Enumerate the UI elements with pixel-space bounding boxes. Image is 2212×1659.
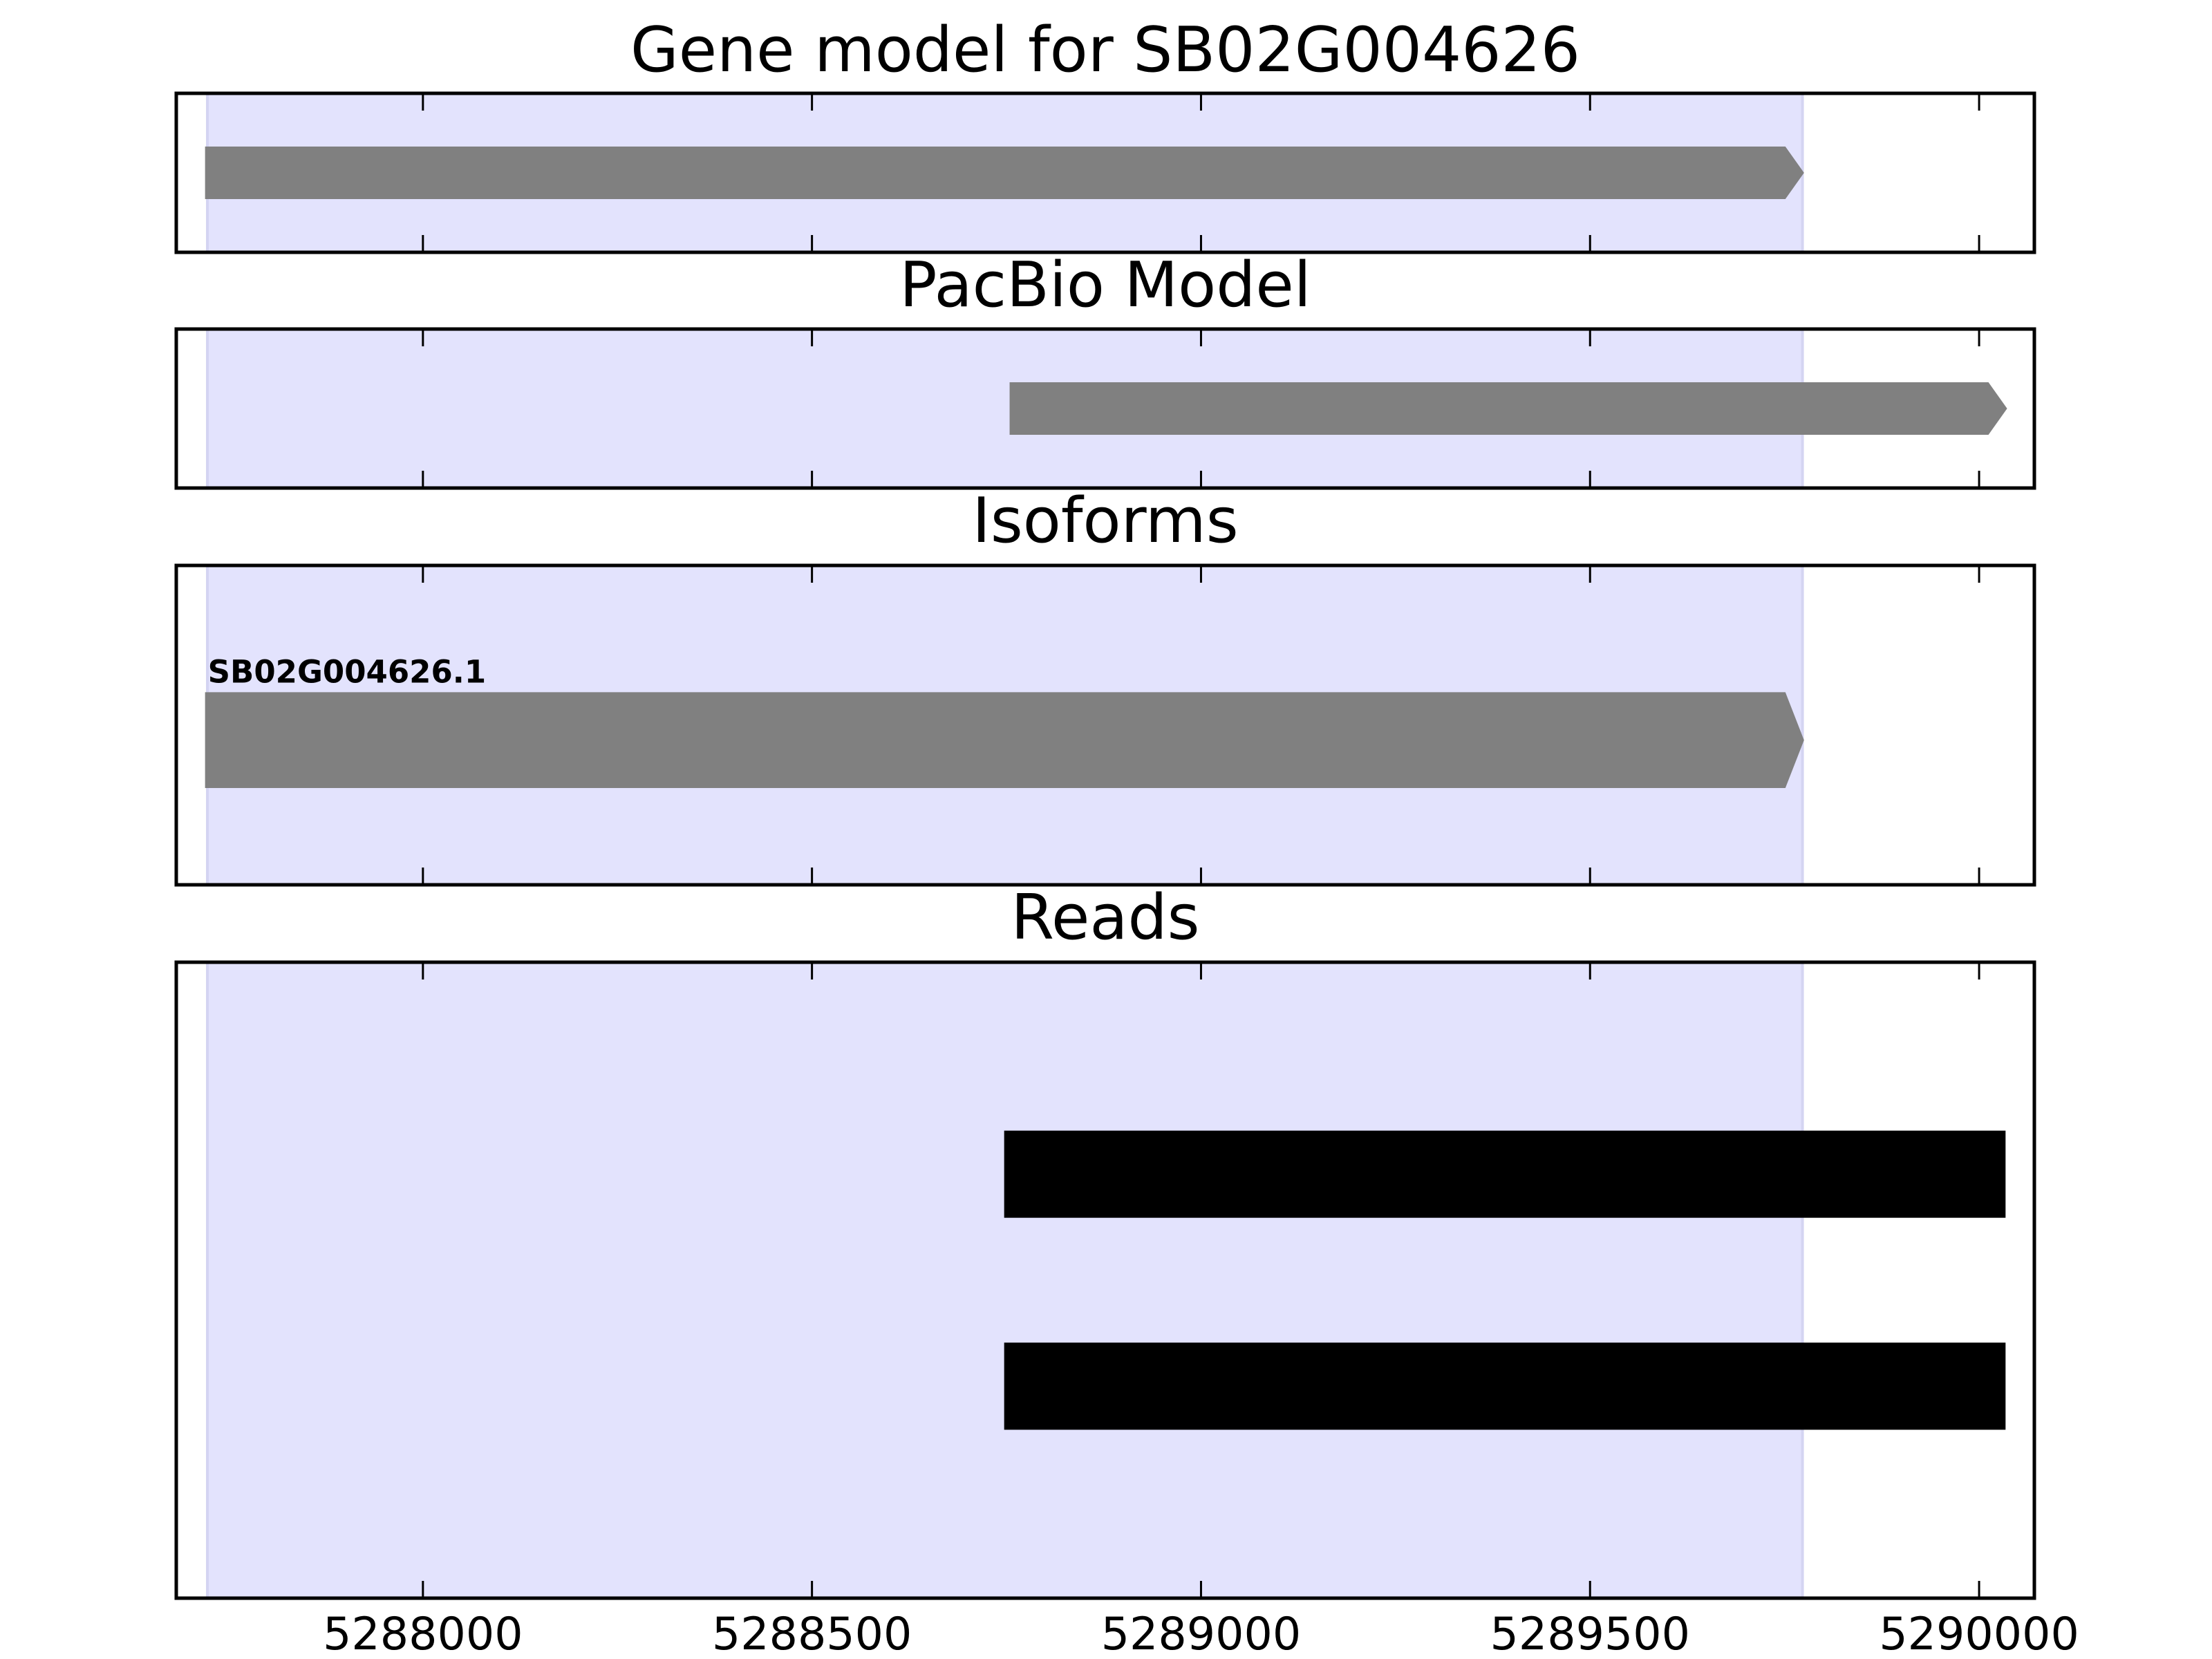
panel-title: PacBio Model [899, 249, 1311, 321]
panel-frame [174, 91, 2036, 254]
read [1004, 1342, 2006, 1430]
feature [205, 692, 1804, 789]
x-tick-label: 5290000 [1879, 1609, 2079, 1659]
panel-frame [174, 327, 2036, 490]
feature [205, 147, 1804, 199]
panel-title: Gene model for SB02G004626 [630, 14, 1580, 86]
panel-title: Reads [1011, 881, 1199, 954]
x-tick-label: 5288000 [323, 1609, 523, 1659]
feature-label: SB02G004626.1 [208, 653, 487, 690]
panel-title: Isoforms [972, 485, 1238, 557]
highlight-region [206, 961, 1804, 1600]
panel-frame [174, 563, 2036, 887]
x-tick-label: 5289500 [1490, 1609, 1691, 1659]
x-tick-label: 5288500 [712, 1609, 912, 1659]
panel-frame [174, 960, 2036, 1600]
x-tick-label: 5289000 [1101, 1609, 1302, 1659]
feature [1009, 382, 2007, 435]
read [1004, 1130, 2006, 1218]
